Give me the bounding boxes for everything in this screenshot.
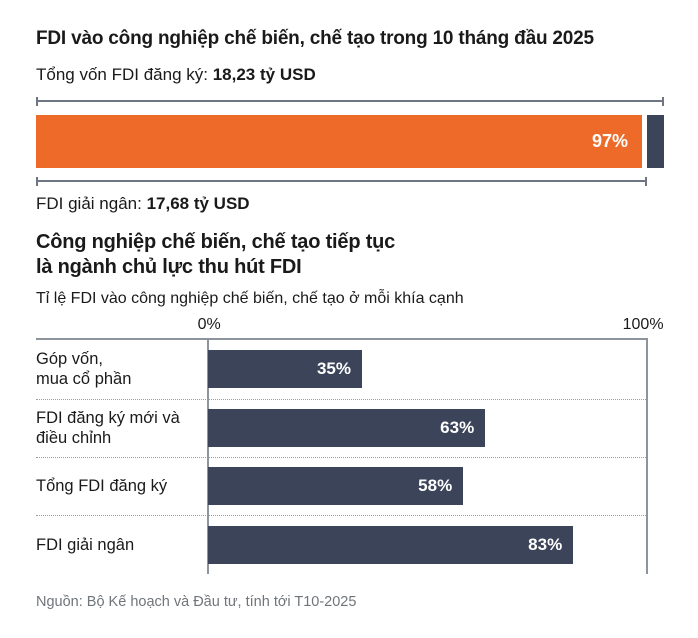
axis-tick-0: 0% [197, 315, 221, 333]
disbursement-progress-bar: 97% [36, 114, 664, 168]
row-label: FDI giải ngân [36, 535, 135, 554]
registered-capital-line: Tổng vốn FDI đăng ký: 18,23 tỷ USD [36, 65, 664, 85]
row-label: Tổng FDI đăng ký [36, 477, 168, 496]
chart-axis-labels: 0% 100% [36, 316, 664, 338]
section-heading: Công nghiệp chế biến, chế tạo tiếp tục l… [36, 230, 664, 280]
section-heading-line1: Công nghiệp chế biến, chế tạo tiếp tục [36, 230, 396, 253]
chart-row-tong-dang-ky: Tổng FDI đăng ký 58% [36, 458, 648, 516]
axis-tick-100: 100% [622, 315, 664, 333]
bar: 35% [208, 350, 362, 389]
total-capital-bracket [36, 96, 664, 106]
section-heading-line2: là ngành chủ lực thu hút FDI [36, 255, 302, 278]
chart-row-giai-ngan: FDI giải ngân 83% [36, 516, 648, 574]
page-title: FDI vào công nghiệp chế biến, chế tạo tr… [36, 28, 594, 49]
bar-value-label: 83% [528, 534, 563, 554]
chart-row-dang-ky-moi: FDI đăng ký mới và điều chỉnh 63% [36, 400, 648, 458]
bar-chart: Góp vốn, mua cổ phần 35% FDI đăng ký mới… [36, 337, 648, 574]
disbursed-capital-label: FDI giải ngân: [36, 193, 142, 213]
bar: 58% [208, 467, 464, 506]
remaining-segment [647, 114, 664, 168]
gridline-0pct [207, 339, 209, 574]
bar-value-label: 63% [440, 418, 475, 438]
registered-capital-value: 18,23 tỷ USD [212, 64, 316, 84]
disbursed-segment: 97% [36, 114, 642, 168]
bar-value-label: 58% [418, 476, 453, 496]
row-label: Góp vốn, mua cổ phần [36, 350, 132, 389]
chart-row-gop-von: Góp vốn, mua cổ phần 35% [36, 340, 648, 400]
row-label: FDI đăng ký mới và điều chỉnh [36, 409, 180, 448]
disbursed-capital-value: 17,68 tỷ USD [146, 193, 250, 213]
progress-percent-label: 97% [591, 130, 628, 151]
gridline-100pct [646, 339, 648, 574]
disbursed-capital-bracket [36, 176, 647, 186]
source-note: Nguồn: Bộ Kế hoạch và Đầu tư, tính tới T… [36, 593, 357, 610]
bar: 63% [208, 409, 486, 448]
bar: 83% [208, 525, 574, 564]
chart-subtitle: Tỉ lệ FDI vào công nghiệp chế biến, chế … [36, 289, 464, 307]
registered-capital-label: Tổng vốn FDI đăng ký: [36, 64, 208, 84]
disbursed-capital-line: FDI giải ngân: 17,68 tỷ USD [36, 194, 664, 214]
bar-value-label: 35% [316, 359, 351, 379]
